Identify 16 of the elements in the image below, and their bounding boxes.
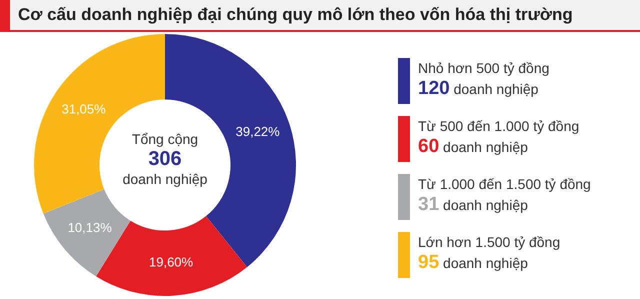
legend-label: Nhỏ hơn 500 tỷ đồng <box>418 59 550 78</box>
data-label: 31,05% <box>62 101 106 116</box>
legend-label: Từ 500 đến 1.000 tỷ đồng <box>418 117 580 136</box>
legend-label: Lớn hơn 1.500 tỷ đồng <box>418 233 560 252</box>
text: 31 doanh nghiệp <box>418 194 528 215</box>
text: 120 doanh nghiệp <box>418 78 538 99</box>
text: 95 doanh nghiệp <box>418 252 528 273</box>
chart-title: Cơ cấu doanh nghiệp đại chúng quy mô lớn theo vốn hóa thị trường <box>18 5 573 25</box>
legend-label: Từ 1.000 đến 1.500 tỷ đồng <box>418 175 591 194</box>
data-label: 10,13% <box>68 220 112 235</box>
data-label: 39,22% <box>236 124 280 139</box>
text: 306 <box>147 148 183 170</box>
text: 60 doanh nghiệp <box>418 136 528 157</box>
text: Tổng cộng <box>130 130 200 148</box>
text: doanh nghiệp <box>122 170 208 188</box>
data-label: 19,60% <box>149 254 194 270</box>
